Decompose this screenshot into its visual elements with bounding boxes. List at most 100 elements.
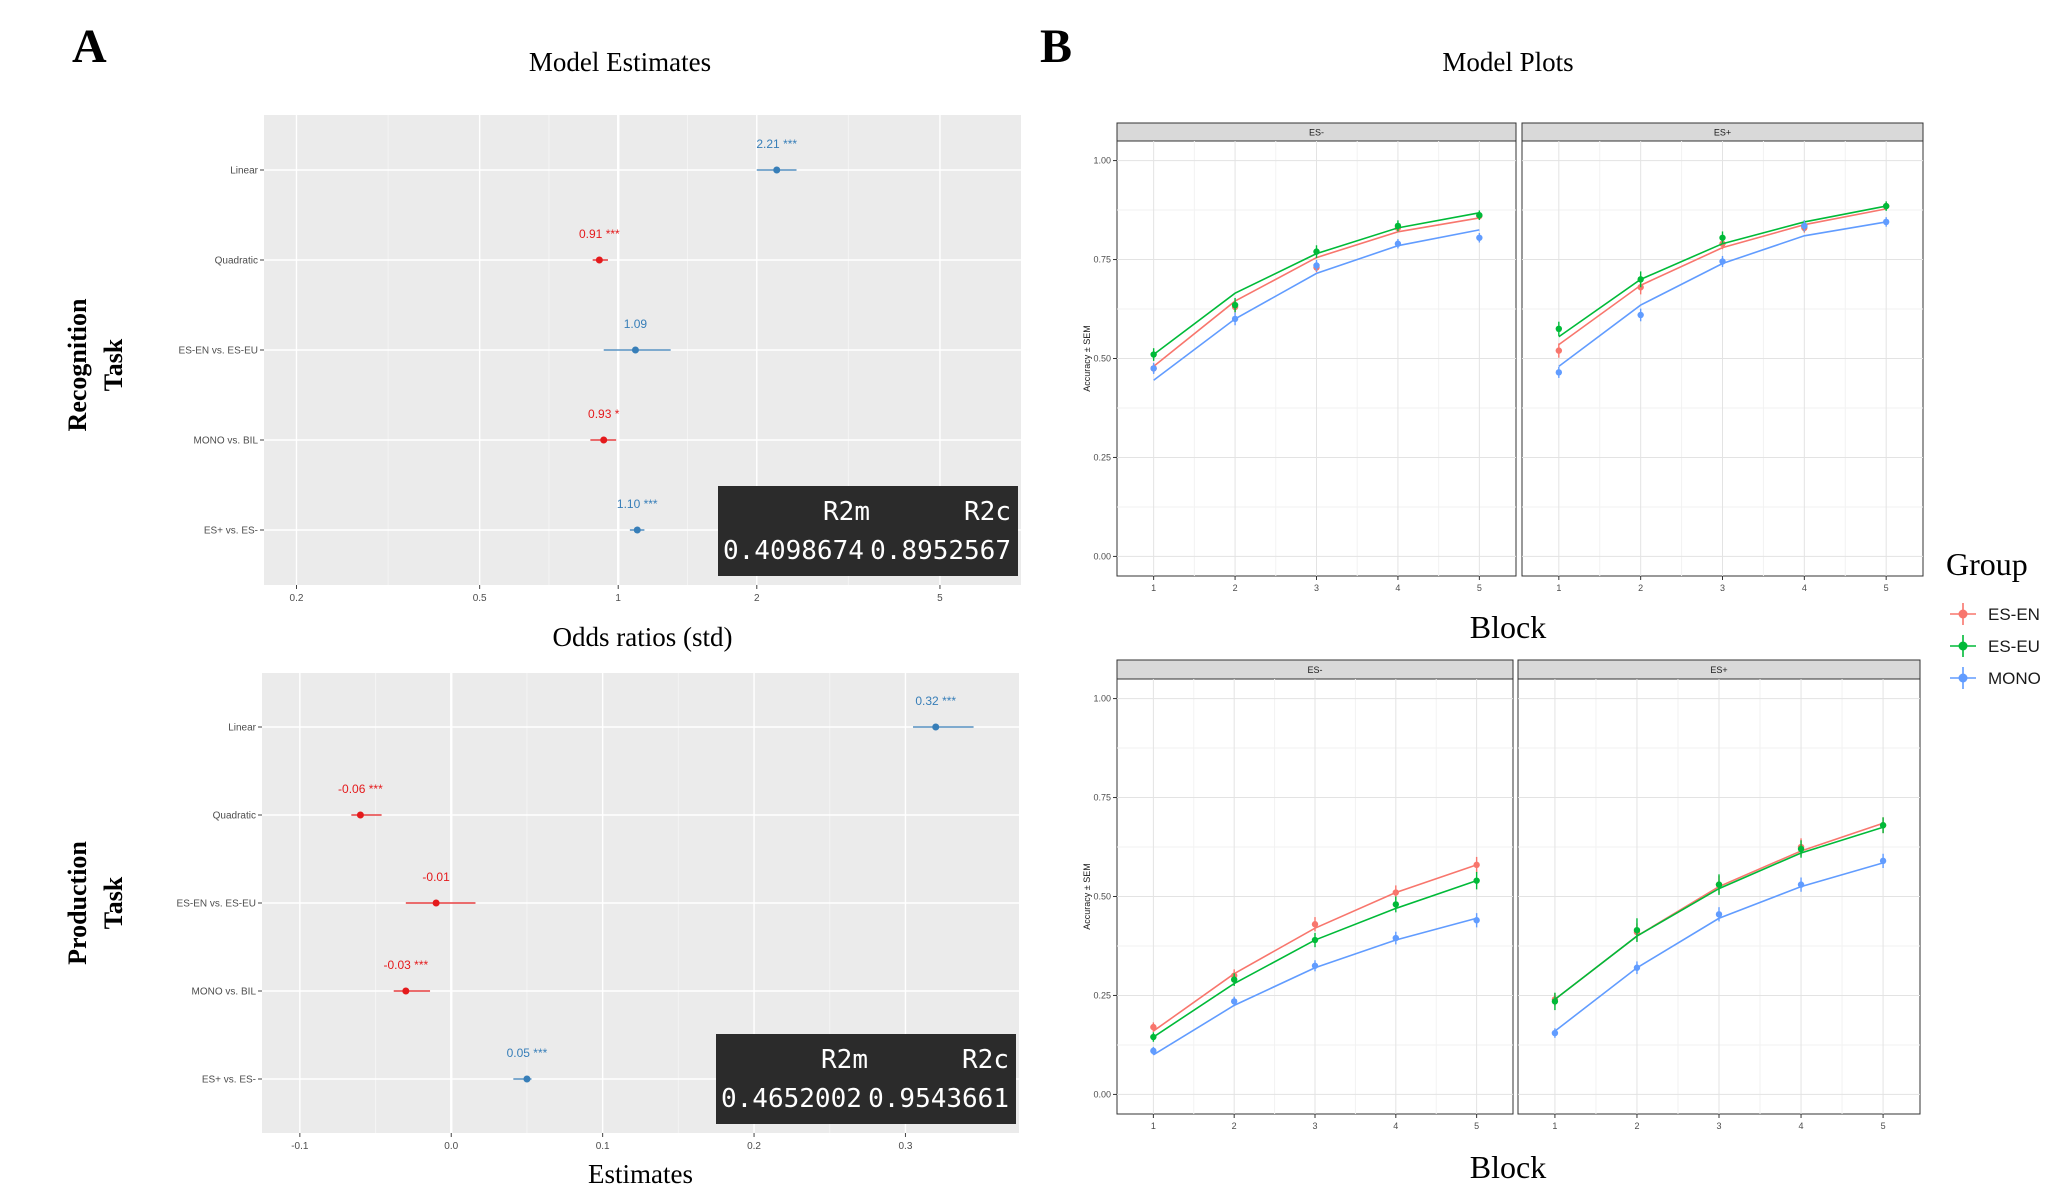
observed-point [1551,1029,1559,1037]
term-label: MONO vs. BIL [194,436,259,447]
production-label-line1: Production [63,841,92,965]
recognition-label-line2: Task [99,338,128,391]
x-tick-label: 0.3 [898,1141,912,1152]
facet-panel-1: ES- 1 2 3 4 5 0.00 0.25 0.50 0.75 1.00 [1093,659,1514,1131]
series-es-en [1150,856,1480,1032]
term-label: ES+ vs. ES- [202,1075,256,1086]
x-tick-label: 3 [1720,583,1725,593]
x-tick-label: 4 [1395,583,1400,593]
production-task-label: Production Task [63,841,128,965]
series-mono [1150,913,1480,1056]
observed-point [1473,917,1480,924]
x-tick-label: 1 [1552,1121,1557,1131]
estimate-point [432,899,440,907]
x-tick-label: 5 [1881,1121,1886,1131]
observed-point [1879,822,1887,829]
observed-point [1719,234,1726,241]
term-label: ES+ vs. ES- [204,526,258,537]
facet-strip-label: ES- [1307,665,1322,675]
estimate-label: 1.09 [624,317,648,331]
series-mono [1551,853,1887,1038]
estimate-point [523,1075,531,1083]
y-tick-label: 0.50 [1093,354,1111,364]
y-tick-label: 0.75 [1093,255,1111,265]
estimate-point [773,166,781,174]
observed-point [1311,921,1319,928]
observed-point [1150,1033,1157,1041]
observed-point [1313,262,1320,269]
observed-point [1394,222,1402,230]
estimate-point [595,256,603,264]
facet-panel-2: ES+ 1 2 3 4 5 [1521,122,1924,593]
observed-point [1715,881,1723,888]
x-tick-label: 2 [1232,1121,1237,1131]
facet-strip-label: ES+ [1714,128,1731,138]
y-tick-label: 0.75 [1093,793,1111,803]
observed-point [1311,962,1319,969]
estimate-label: 1.10 *** [617,497,658,511]
panel-b-title: Model Plots [1442,47,1573,77]
series-es-eu [1150,871,1480,1042]
observed-point [1150,351,1157,358]
estimate-label: 2.21 *** [756,137,797,151]
observed-point [1231,315,1239,323]
estimate-label: -0.03 *** [383,958,428,972]
legend-item-label: ES-EU [1988,637,2040,656]
facet-panel-1: ES- 1 2 3 4 5 0.00 0.25 0.50 0.75 1.00 [1093,122,1517,593]
observed-point [1392,901,1400,908]
x-tick-label: 1 [1556,583,1561,593]
fit-header-r2m: R2m [823,497,870,527]
legend-item-mono: MONO [1950,667,2041,689]
y-tick-label: 0.25 [1093,452,1111,462]
observed-point [1879,857,1887,865]
fit-value-r2m: 0.4098674 [723,536,864,566]
x-axis-title: Block [1470,1149,1546,1185]
facet-strip-label: ES+ [1710,665,1727,675]
group-legend: Group ES-EN ES-EU MONO [1946,546,2041,689]
series-es-eu [1551,817,1887,1011]
fit-header-r2c: R2c [964,497,1011,527]
panel-a-title: Model Estimates [529,47,711,77]
production-estimates-plot: -0.1 0.0 0.1 0.2 0.3 Linear 0.32 *** Quadratic -… [177,673,1019,1189]
observed-point [1150,1047,1157,1055]
estimate-label: 0.32 *** [915,694,956,708]
estimate-point [356,811,364,819]
estimate-label: 0.05 *** [507,1046,548,1060]
observed-point [1633,926,1641,934]
observed-point [1476,212,1483,219]
y-tick-label: 0.00 [1093,1089,1111,1099]
term-label: ES-EN vs. ES-EU [177,899,256,910]
observed-point [1555,325,1563,333]
x-tick-label: 0.2 [290,593,304,604]
x-tick-label: 0.2 [747,1141,761,1152]
x-tick-label: 3 [1312,1121,1317,1131]
x-tick-label: 5 [1474,1121,1479,1131]
x-tick-label: 2 [754,593,760,604]
fit-table-box [716,1034,1016,1124]
legend-item-es-eu: ES-EU [1950,635,2040,657]
x-tick-label: 0.5 [473,593,487,604]
observed-point [1882,218,1890,226]
y-tick-label: 0.50 [1093,892,1111,902]
term-label: Quadratic [213,811,256,822]
estimate-label: 0.91 *** [579,227,620,241]
y-tick-label: 1.00 [1093,694,1111,704]
fit-line [1153,229,1480,381]
x-tick-label: 2 [1634,1121,1639,1131]
x-tick-label: 3 [1716,1121,1721,1131]
fit-value-r2c: 0.8952567 [870,536,1011,566]
observed-point [1715,911,1723,918]
x-tick-label: 5 [1477,583,1482,593]
x-tick-label: 5 [937,593,943,604]
observed-point [1230,976,1238,983]
panel-b-letter: B [1040,20,1072,73]
observed-point [1230,998,1238,1005]
estimate-label: -0.01 [422,870,450,884]
x-tick-label: 3 [1314,583,1319,593]
y-axis-title: Accuracy ± SEM [1082,325,1092,391]
production-model-plot: ES- 1 2 3 4 5 0.00 0.25 0.50 0.75 1.00 ES+ 1 2 3 4 5 Accu… [1082,659,1921,1185]
series-mono [1150,229,1483,381]
legend-title: Group [1946,546,2028,582]
facet-strip-label: ES- [1309,128,1324,138]
observed-point [1797,881,1805,888]
